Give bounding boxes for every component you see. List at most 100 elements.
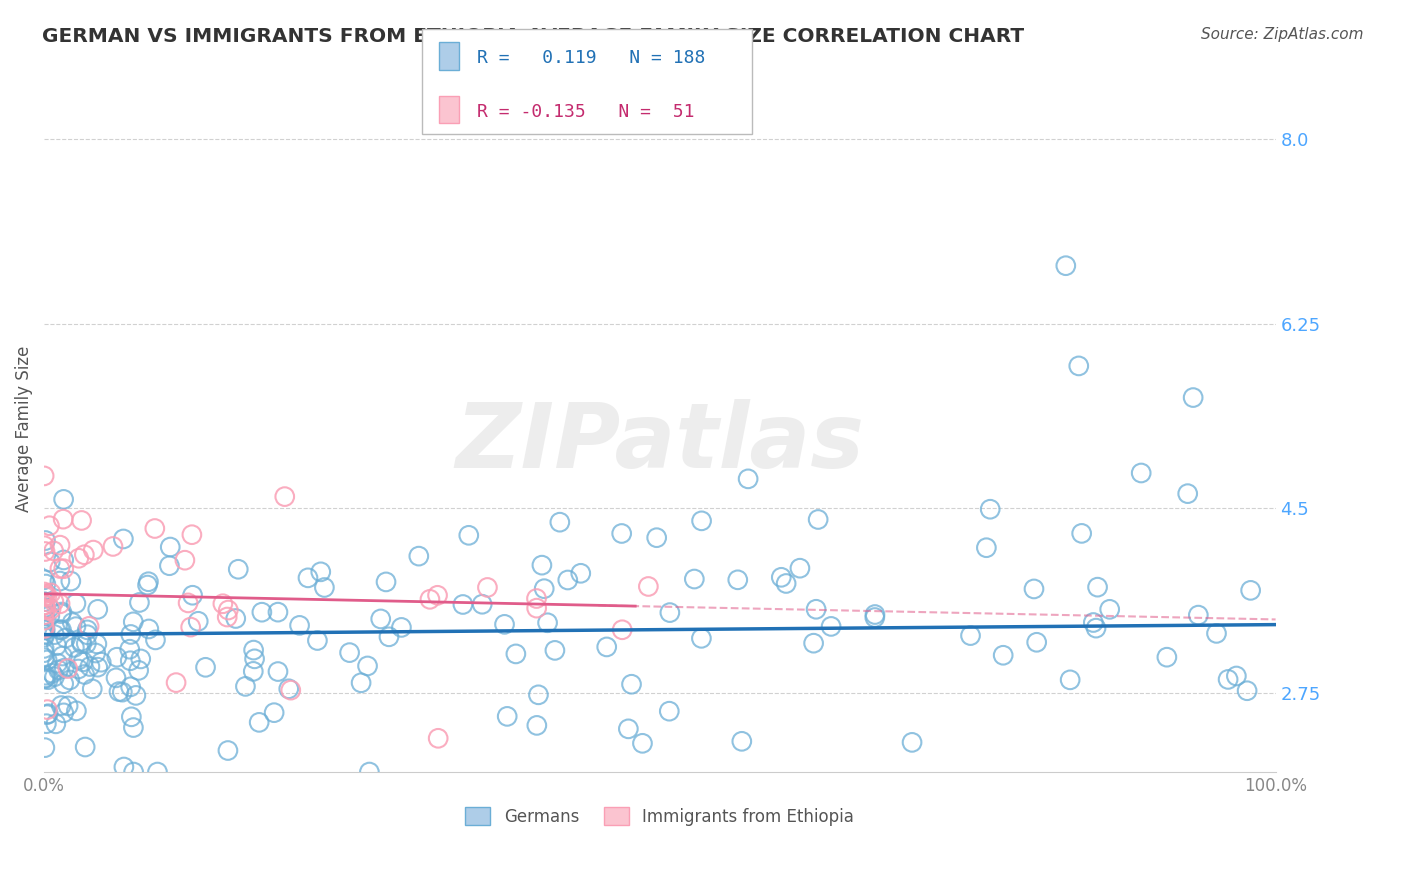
Point xyxy=(217,603,239,617)
Point xyxy=(1236,683,1258,698)
Point xyxy=(39,586,62,600)
Point xyxy=(544,643,567,657)
Point xyxy=(569,566,592,581)
Point xyxy=(34,587,56,601)
Point xyxy=(39,555,62,569)
Point xyxy=(32,613,55,627)
Point xyxy=(378,630,401,644)
Point xyxy=(120,627,142,641)
Point xyxy=(70,513,93,527)
Point xyxy=(536,615,558,630)
Point xyxy=(38,518,60,533)
Point xyxy=(87,660,110,674)
Point xyxy=(427,731,450,746)
Point xyxy=(37,653,59,667)
Point xyxy=(51,605,73,619)
Point xyxy=(1083,615,1105,630)
Point xyxy=(34,628,56,642)
Point xyxy=(32,598,55,612)
Point xyxy=(112,760,135,774)
Point xyxy=(976,541,998,555)
Point xyxy=(820,619,842,633)
Point xyxy=(235,679,257,693)
Point xyxy=(44,670,66,684)
Point xyxy=(993,648,1015,663)
Point xyxy=(1059,673,1081,687)
Text: Source: ZipAtlas.com: Source: ZipAtlas.com xyxy=(1201,27,1364,42)
Point xyxy=(48,663,70,677)
Point xyxy=(51,648,73,663)
Point xyxy=(138,622,160,636)
Point xyxy=(165,675,187,690)
Point xyxy=(548,515,571,529)
Point xyxy=(408,549,430,563)
Point xyxy=(34,533,56,548)
Point xyxy=(959,629,981,643)
Point xyxy=(70,634,93,648)
Point xyxy=(1205,626,1227,640)
Legend: Germans, Immigrants from Ethiopia: Germans, Immigrants from Ethiopia xyxy=(458,801,860,832)
Point xyxy=(73,667,96,681)
Point xyxy=(128,664,150,678)
Point xyxy=(105,671,128,685)
Point xyxy=(496,709,519,723)
Point xyxy=(557,573,579,587)
Point xyxy=(596,640,619,654)
Point xyxy=(174,553,197,567)
Point xyxy=(727,573,749,587)
Point xyxy=(41,666,63,681)
Point xyxy=(120,654,142,668)
Point xyxy=(242,665,264,679)
Point xyxy=(180,620,202,634)
Point xyxy=(32,620,55,634)
Point xyxy=(122,615,145,629)
Point xyxy=(76,628,98,642)
Point xyxy=(280,683,302,698)
Point xyxy=(32,585,55,599)
Point xyxy=(159,540,181,554)
Point xyxy=(108,684,131,698)
Point xyxy=(112,532,135,546)
Point xyxy=(35,707,58,722)
Point xyxy=(356,659,378,673)
Point xyxy=(804,602,827,616)
Point xyxy=(118,642,141,657)
Point xyxy=(737,472,759,486)
Point xyxy=(775,576,797,591)
Point xyxy=(75,739,97,754)
Point xyxy=(770,570,793,584)
Point xyxy=(67,653,90,667)
Point xyxy=(32,573,55,587)
Point xyxy=(52,706,75,720)
Point xyxy=(120,680,142,694)
Point xyxy=(86,637,108,651)
Point xyxy=(67,551,90,566)
Point xyxy=(143,521,166,535)
Point xyxy=(35,577,58,591)
Text: GERMAN VS IMMIGRANTS FROM ETHIOPIA AVERAGE FAMILY SIZE CORRELATION CHART: GERMAN VS IMMIGRANTS FROM ETHIOPIA AVERA… xyxy=(42,27,1025,45)
Point xyxy=(49,623,72,637)
Point xyxy=(34,590,56,604)
Point xyxy=(645,531,668,545)
Point xyxy=(75,637,97,651)
Point xyxy=(49,597,72,611)
Point xyxy=(309,565,332,579)
Point xyxy=(35,716,58,731)
Point xyxy=(59,574,82,588)
Point xyxy=(181,588,204,602)
Point xyxy=(690,632,713,646)
Point xyxy=(307,633,329,648)
Point xyxy=(177,596,200,610)
Point xyxy=(631,736,654,750)
Y-axis label: Average Family Size: Average Family Size xyxy=(15,346,32,512)
Point xyxy=(32,646,55,660)
Point xyxy=(39,602,62,616)
Point xyxy=(32,539,55,553)
Point xyxy=(49,561,72,575)
Point xyxy=(731,734,754,748)
Point xyxy=(52,562,75,576)
Point xyxy=(145,632,167,647)
Point xyxy=(70,637,93,651)
Point xyxy=(34,622,56,636)
Point xyxy=(111,685,134,699)
